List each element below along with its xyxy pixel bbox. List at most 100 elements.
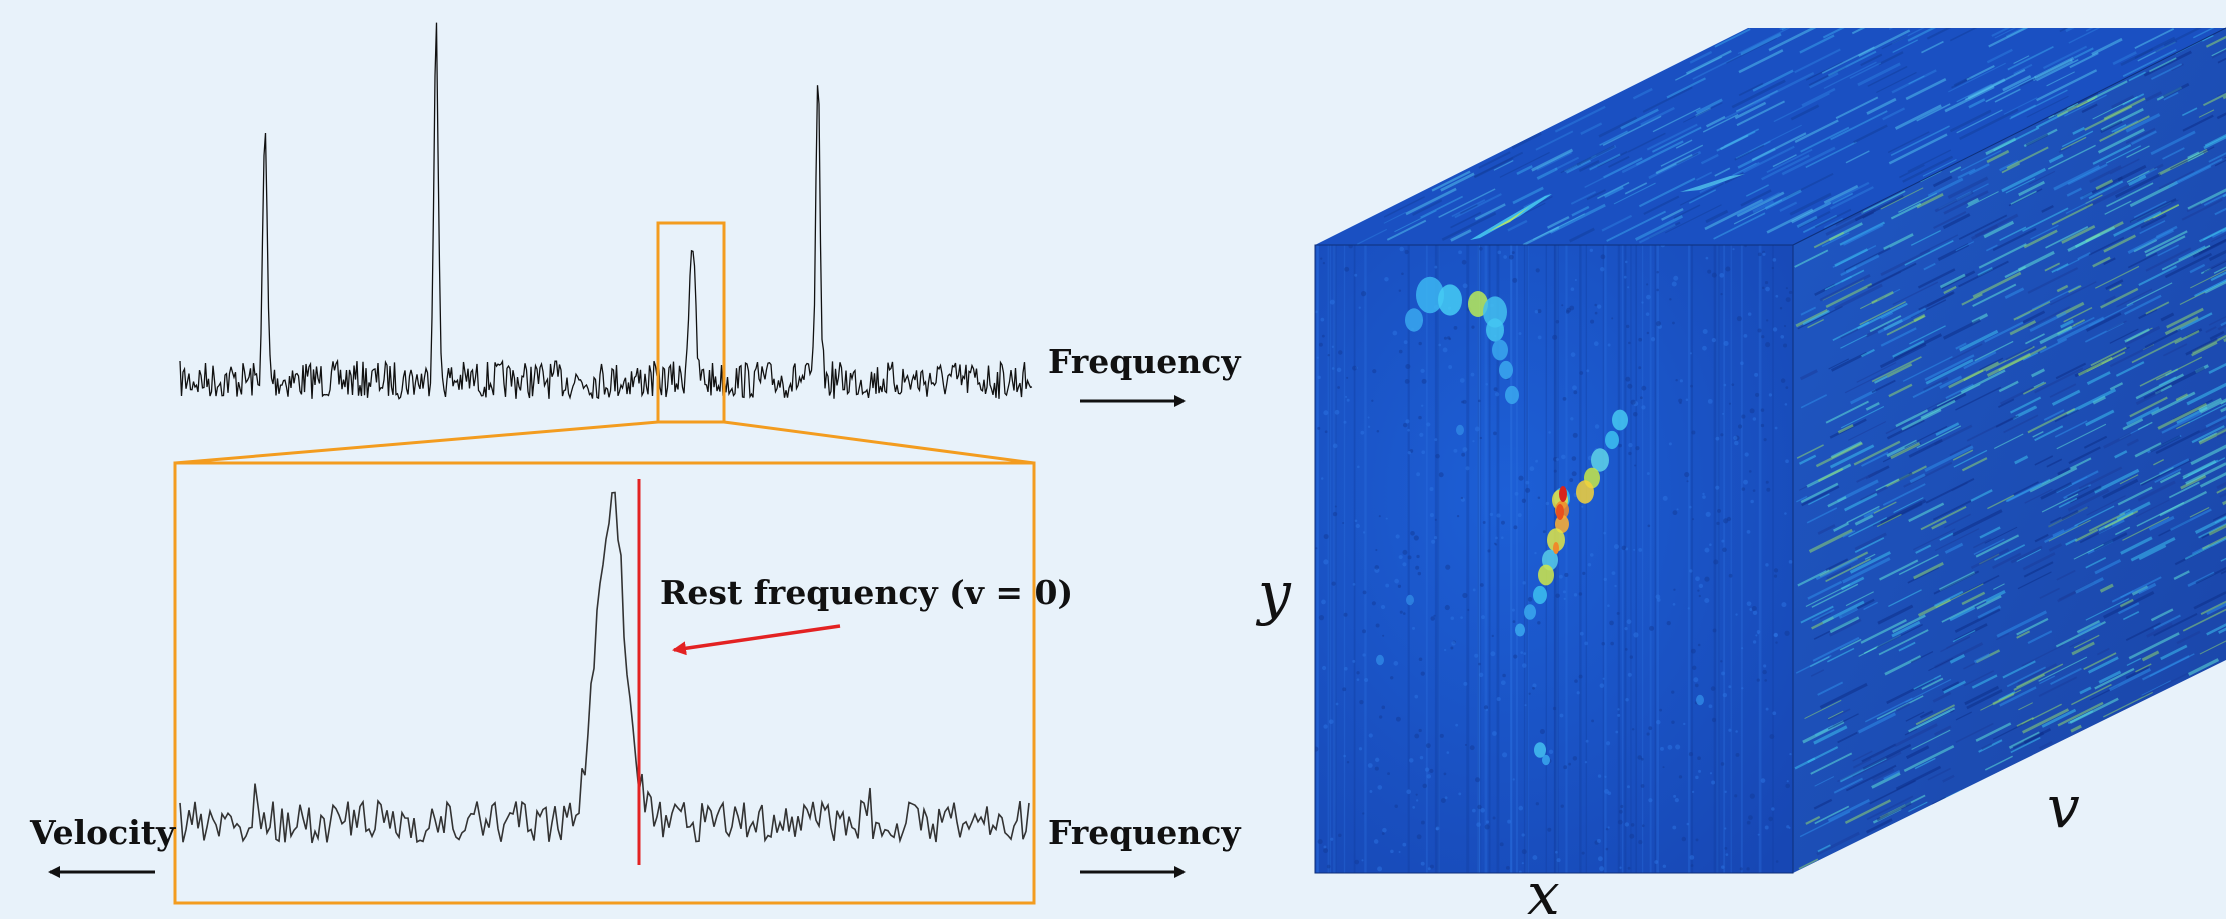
top-face-streak (1858, 29, 1911, 58)
front-face-speckle (1315, 547, 1318, 550)
top-face-streak (1531, 148, 1574, 172)
side-face-streak (2153, 613, 2198, 637)
front-face-speckle (1320, 317, 1325, 322)
side-face-streak (1933, 210, 1967, 230)
front-face-speckle (1406, 789, 1412, 795)
front-face-speckle (1424, 767, 1430, 772)
front-face-speckle (1367, 416, 1370, 419)
side-face-streak (1860, 348, 1875, 358)
top-face-streak (1738, 49, 1784, 74)
front-face-speckle (1354, 273, 1358, 277)
top-face-streak (1857, 62, 1901, 87)
top-face-streak (1704, 198, 1764, 231)
side-face-streak (2148, 57, 2177, 73)
side-face-streak (1844, 799, 1892, 824)
top-face-streak (1752, 200, 1775, 214)
top-face-streak (1546, 215, 1570, 229)
front-face-speckle (1594, 424, 1600, 429)
front-face-speckle (1332, 511, 1338, 517)
side-face-streak (2119, 598, 2134, 608)
side-face-streak (2118, 602, 2140, 615)
front-face-speckle (1455, 723, 1459, 727)
front-face-speckle (1338, 833, 1342, 838)
side-face-streak (2216, 477, 2226, 490)
front-face-speckle (1743, 333, 1748, 338)
side-face-streak (2145, 301, 2170, 315)
front-face-speckle (1499, 842, 1504, 847)
side-face-streak (2056, 423, 2107, 450)
top-face-streak (1822, 28, 1868, 39)
side-face-streak (2130, 130, 2157, 145)
front-face-speckle (1781, 602, 1787, 608)
top-face-streak (1586, 189, 1607, 201)
front-face-speckle (1398, 851, 1401, 854)
front-face-speckle (1568, 762, 1572, 766)
side-face-streak (1845, 764, 1897, 792)
front-face-speckle (1356, 671, 1360, 675)
front-face-speckle (1525, 487, 1531, 493)
side-face-streak (2065, 538, 2078, 546)
side-face-streak (1917, 268, 1956, 289)
front-face-speckle (1668, 442, 1672, 446)
side-face-streak (2045, 226, 2089, 249)
front-face-speckle (1342, 521, 1345, 524)
front-face-speckle (1627, 286, 1630, 289)
side-face-streak (2023, 229, 2058, 249)
front-face-speckle (1479, 436, 1483, 440)
front-face-speckle (1458, 792, 1462, 796)
side-face-streak (1978, 357, 2004, 371)
top-face-streak (1646, 123, 1698, 151)
side-face-streak (1933, 570, 1980, 595)
side-face-streak (1916, 192, 1944, 209)
top-face-streak (1835, 96, 1879, 120)
top-face-streak (1652, 107, 1701, 133)
side-face-streak (2176, 630, 2201, 645)
front-face-speckle (1328, 719, 1334, 725)
side-face-streak (1888, 589, 1922, 608)
top-face-streak (1640, 106, 1675, 126)
side-face-streak (2050, 667, 2082, 685)
side-face-streak (2217, 322, 2226, 331)
front-face-speckle (1600, 254, 1606, 260)
side-face-streak (2050, 281, 2097, 306)
side-face-streak (1941, 681, 1960, 692)
front-face-speckle (1695, 775, 1699, 780)
front-face-speckle (1707, 398, 1713, 404)
front-face-speckle (1330, 837, 1334, 841)
front-face-speckle (1512, 620, 1516, 624)
front-face-speckle (1332, 443, 1338, 449)
top-face-streak (1608, 155, 1630, 168)
front-face-speckle (1620, 804, 1624, 809)
side-face-streak (1955, 722, 1994, 743)
front-face-speckle (1563, 765, 1568, 770)
side-face-streak (2126, 145, 2150, 158)
front-face-speckle (1728, 685, 1732, 689)
side-face-streak (1908, 502, 1945, 523)
front-face-speckle (1358, 306, 1361, 309)
front-face-speckle (1456, 515, 1460, 518)
side-face-streak (2139, 369, 2172, 387)
side-face-streak (2092, 395, 2106, 405)
side-face-streak (2034, 455, 2054, 466)
top-face-streak (1474, 203, 1506, 221)
side-face-streak (1935, 422, 1960, 436)
front-face-speckle (1381, 832, 1385, 836)
side-face-streak (2122, 516, 2170, 541)
side-face-streak (1839, 638, 1862, 651)
front-face-speckle (1474, 426, 1480, 432)
side-face-streak (2220, 567, 2226, 575)
side-face-streak (2126, 438, 2139, 447)
front-face-speckle (1390, 676, 1394, 680)
side-face-streak (2065, 199, 2093, 214)
side-face-streak (1986, 244, 1998, 252)
side-face-streak (1865, 324, 1888, 338)
front-face-speckle (1763, 664, 1767, 668)
front-face-speckle (1415, 565, 1420, 570)
front-face-speckle (1710, 686, 1716, 691)
side-face-streak (2111, 576, 2162, 603)
side-face-streak (1924, 445, 1974, 473)
front-face-speckle (1631, 728, 1635, 731)
side-face-streak (1894, 723, 1938, 747)
side-face-streak (2051, 203, 2094, 226)
side-face-streak (1963, 351, 1997, 370)
